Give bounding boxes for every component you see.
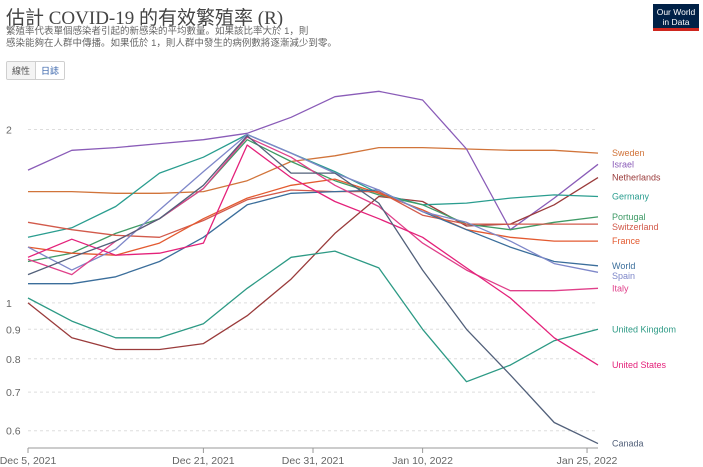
series-line-world[interactable] xyxy=(28,189,599,285)
series-lines xyxy=(27,90,599,445)
series-label[interactable]: Canada xyxy=(612,439,644,449)
linear-scale-button[interactable]: 線性 xyxy=(7,62,36,79)
series-label[interactable]: Sweden xyxy=(612,148,645,158)
series-label[interactable]: Portugal xyxy=(612,212,646,222)
series-line-france[interactable] xyxy=(27,178,598,256)
series-line-israel[interactable] xyxy=(27,90,599,231)
scale-toggle[interactable]: 線性 日誌 xyxy=(6,61,66,80)
x-tick-label: Jan 10, 2022 xyxy=(392,455,453,467)
chart-title: 估計 COVID-19 的有效繁殖率 (R) xyxy=(6,8,284,29)
x-tick-label: Dec 31, 2021 xyxy=(282,455,345,467)
logo-line-1: Our World xyxy=(656,7,696,17)
series-label[interactable]: France xyxy=(612,236,640,246)
log-scale-button[interactable]: 日誌 xyxy=(35,62,65,79)
series-line-united-states[interactable] xyxy=(27,144,599,366)
series-label[interactable]: Italy xyxy=(612,283,629,293)
series-line-italy[interactable] xyxy=(27,136,599,292)
series-label[interactable]: Germany xyxy=(612,192,650,202)
x-tick-label: Dec 21, 2021 xyxy=(172,455,235,467)
chart-subtitle: 繁殖率代表單個感染者引起的新感染的平均數量。如果該比率大於 1，則 感染能夠在人… xyxy=(6,26,566,50)
series-line-netherlands[interactable] xyxy=(27,177,599,351)
y-axis-ticks: 0.6 0.7 0.8 0.9 1 2 xyxy=(6,124,21,437)
subtitle-line-2: 感染能夠在人群中傳播。如果低於 1，則人群中發生的病例數將逐漸減少到零。 xyxy=(6,38,337,49)
series-label[interactable]: Spain xyxy=(612,271,635,281)
series-label[interactable]: Netherlands xyxy=(612,173,661,183)
y-tick-label: 0.8 xyxy=(6,354,21,366)
x-tick-label: Jan 25, 2022 xyxy=(557,455,618,467)
owid-logo[interactable]: Our World in Data xyxy=(653,4,699,31)
series-line-switzerland[interactable] xyxy=(27,189,598,238)
y-tick-label: 1 xyxy=(6,298,12,310)
series-line-spain[interactable] xyxy=(27,133,599,273)
logo-line-2: in Data xyxy=(662,17,690,27)
y-tick-label: 0.6 xyxy=(6,426,21,438)
x-axis-ticks: Dec 5, 2021 Dec 21, 2021 Dec 31, 2021 Jan 1… xyxy=(0,448,618,467)
y-tick-label: 0.9 xyxy=(6,324,21,336)
series-label[interactable]: United States xyxy=(612,360,667,370)
series-label[interactable]: Israel xyxy=(612,159,634,169)
y-tick-label: 0.7 xyxy=(6,387,21,399)
series-label[interactable]: Switzerland xyxy=(612,222,659,232)
subtitle-line-1: 繁殖率代表單個感染者引起的新感染的平均數量。如果該比率大於 1，則 xyxy=(6,26,309,37)
series-line-sweden[interactable] xyxy=(28,146,599,194)
series-line-germany[interactable] xyxy=(27,133,599,238)
x-tick-label: Dec 5, 2021 xyxy=(0,455,56,467)
chart-grid xyxy=(28,128,598,449)
series-label[interactable]: World xyxy=(612,261,635,271)
series-line-canada[interactable] xyxy=(27,135,599,445)
series-label[interactable]: United Kingdom xyxy=(612,324,676,334)
y-tick-label: 2 xyxy=(6,124,12,136)
series-line-united-kingdom[interactable] xyxy=(27,250,599,383)
